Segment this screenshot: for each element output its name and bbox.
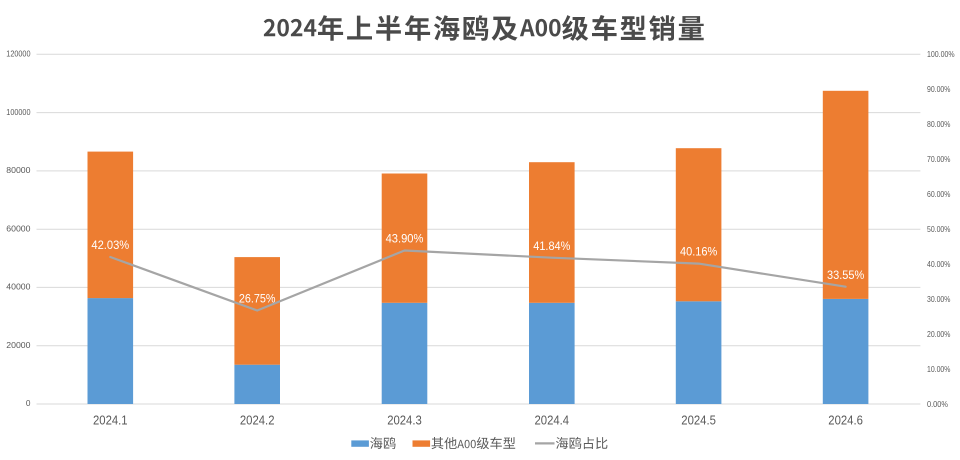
svg-text:60.00%: 60.00% <box>927 189 951 199</box>
svg-text:26.75%: 26.75% <box>239 292 276 306</box>
svg-text:2024.1: 2024.1 <box>93 414 128 428</box>
svg-text:100000: 100000 <box>6 107 30 117</box>
svg-text:30.00%: 30.00% <box>927 294 951 304</box>
svg-text:33.55%: 33.55% <box>827 268 864 282</box>
svg-text:2024.4: 2024.4 <box>535 414 570 428</box>
svg-text:10.00%: 10.00% <box>927 364 951 374</box>
svg-text:2024.2: 2024.2 <box>240 414 275 428</box>
svg-text:20000: 20000 <box>6 340 31 350</box>
svg-text:90.00%: 90.00% <box>927 84 951 94</box>
svg-text:41.84%: 41.84% <box>533 239 570 253</box>
svg-text:20.00%: 20.00% <box>927 329 951 339</box>
svg-text:80000: 80000 <box>6 165 31 175</box>
svg-text:100.00%: 100.00% <box>927 49 955 59</box>
svg-text:50.00%: 50.00% <box>927 224 951 234</box>
svg-text:2024.6: 2024.6 <box>828 414 863 428</box>
svg-text:40000: 40000 <box>6 282 31 292</box>
svg-text:60000: 60000 <box>6 223 31 233</box>
svg-text:40.16%: 40.16% <box>680 245 717 259</box>
svg-text:2024.3: 2024.3 <box>387 414 422 428</box>
svg-text:43.90%: 43.90% <box>386 232 424 246</box>
svg-text:120000: 120000 <box>6 49 30 59</box>
svg-text:40.00%: 40.00% <box>927 259 951 269</box>
svg-text:0.00%: 0.00% <box>927 399 948 409</box>
svg-text:2024.5: 2024.5 <box>681 414 716 428</box>
svg-text:0: 0 <box>26 398 31 408</box>
svg-text:42.03%: 42.03% <box>91 238 129 252</box>
svg-text:70.00%: 70.00% <box>927 154 951 164</box>
svg-text:80.00%: 80.00% <box>927 119 951 129</box>
